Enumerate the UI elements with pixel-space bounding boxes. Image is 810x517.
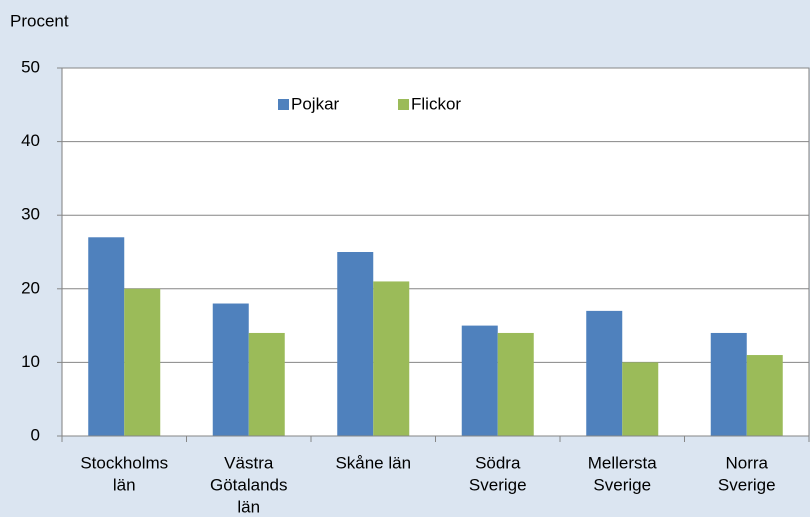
bar (124, 288, 161, 436)
bar (461, 325, 498, 436)
bar (373, 281, 410, 436)
bar (248, 332, 285, 436)
x-tick-label: län (113, 475, 136, 494)
x-tick-label: län (237, 497, 260, 516)
y-tick-label: 50 (21, 57, 40, 76)
bar (88, 237, 125, 436)
x-tick-label: Sverige (718, 475, 776, 494)
y-tick-label: 20 (21, 278, 40, 297)
bar (337, 252, 374, 436)
y-tick-label: 40 (21, 131, 40, 150)
x-tick-label: Södra (475, 453, 521, 472)
legend-swatch (398, 99, 409, 110)
x-tick-label: Skåne län (335, 453, 411, 472)
bar (497, 332, 534, 436)
x-tick-label: Västra (224, 453, 274, 472)
bar (586, 310, 623, 436)
bar (746, 355, 783, 436)
bar (622, 362, 659, 436)
legend-swatch (278, 99, 289, 110)
plot-area (61, 67, 810, 437)
x-tick-label: Stockholms (80, 453, 168, 472)
x-tick-label: Sverige (469, 475, 527, 494)
bar (212, 303, 249, 436)
x-tick-label: Norra (725, 453, 768, 472)
y-axis-label: Procent (10, 11, 69, 30)
x-tick-label: Sverige (593, 475, 651, 494)
y-tick-label: 30 (21, 205, 40, 224)
x-tick-label: Götalands (210, 475, 288, 494)
bar (710, 332, 747, 436)
x-tick-label: Mellersta (588, 453, 658, 472)
y-tick-label: 10 (21, 352, 40, 371)
legend-label: Pojkar (291, 94, 340, 113)
legend-label: Flickor (411, 94, 461, 113)
y-tick-label: 0 (31, 425, 40, 444)
